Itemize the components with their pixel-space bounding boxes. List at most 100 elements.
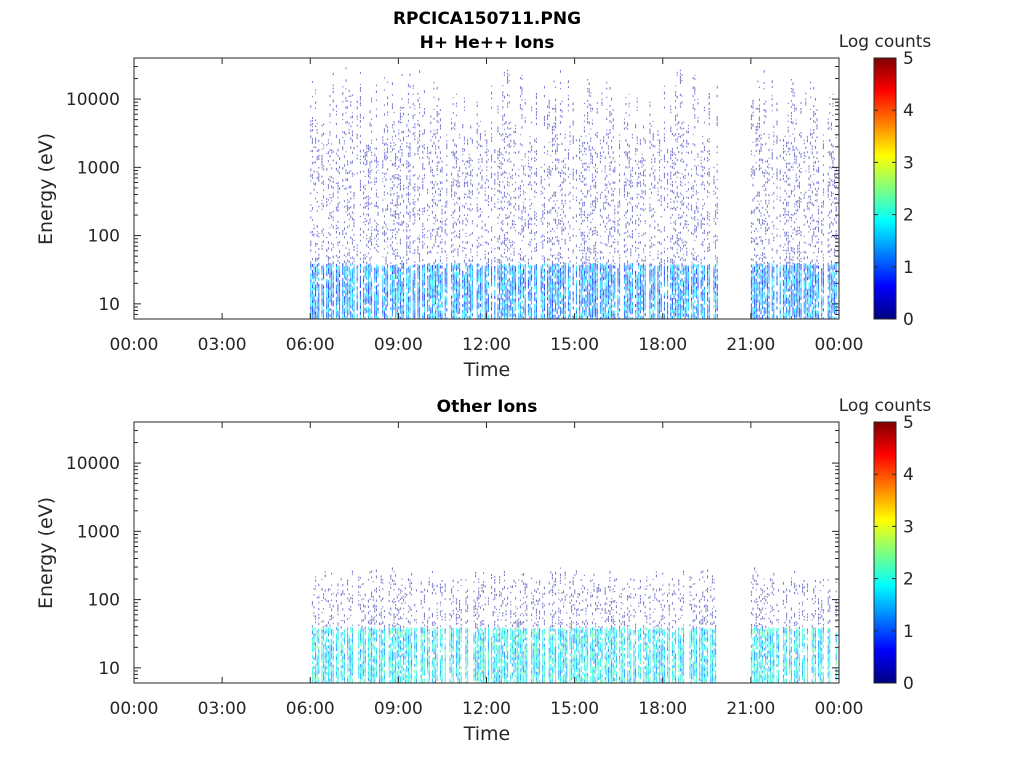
spectrogram-cell	[503, 311, 505, 315]
spectrogram-cell	[529, 283, 531, 287]
spectrogram-cell	[515, 277, 517, 281]
spectrogram-cell	[527, 270, 529, 274]
spectrogram-cell	[463, 97, 465, 99]
spectrogram-cell	[353, 317, 355, 319]
spectrogram-cell	[436, 285, 438, 288]
spectrogram-cell	[531, 202, 533, 205]
spectrogram-cell	[396, 315, 398, 319]
spectrogram-cell	[427, 155, 429, 159]
spectrogram-cell	[484, 283, 486, 287]
spectrogram-cell	[438, 274, 440, 278]
spectrogram-cell	[351, 229, 353, 231]
spectrogram-cell	[507, 294, 509, 298]
spectrogram-cell	[441, 211, 443, 215]
spectrogram-cell	[398, 228, 400, 231]
spectrogram-cell	[548, 300, 550, 304]
spectrogram-cell	[318, 301, 320, 305]
spectrogram-cell	[436, 264, 438, 267]
spectrogram-cell	[439, 136, 441, 139]
spectrogram-cell	[337, 280, 339, 284]
spectrogram-cell	[465, 241, 467, 244]
spectrogram-cell	[593, 244, 595, 248]
spectrogram-cell	[588, 304, 590, 308]
spectrogram-cell	[382, 301, 384, 305]
spectrogram-cell	[481, 298, 483, 302]
spectrogram-cell	[326, 144, 328, 146]
spectrogram-cell	[364, 301, 366, 305]
spectrogram-cell	[423, 306, 425, 310]
spectrogram-cell	[521, 294, 523, 298]
spectrogram-cell	[519, 95, 521, 98]
spectrogram-cell	[583, 273, 585, 277]
spectrogram-cell	[387, 228, 389, 231]
spectrogram-cell	[503, 140, 505, 143]
spectrogram-cell	[555, 272, 557, 276]
spectrogram-cell	[471, 244, 473, 247]
spectrogram-cell	[502, 181, 504, 183]
spectrogram-cell	[327, 199, 329, 201]
spectrogram-cell	[559, 82, 561, 84]
spectrogram-cell	[510, 196, 512, 200]
spectrogram-cell	[465, 166, 467, 170]
spectrogram-cell	[441, 166, 443, 170]
spectrogram-cell	[585, 195, 587, 198]
spectrogram-cell	[497, 276, 499, 280]
spectrogram-cell	[435, 202, 437, 206]
spectrogram-cell	[412, 87, 414, 89]
spectrogram-cell	[579, 201, 581, 205]
spectrogram-cell	[431, 291, 433, 295]
spectrogram-cell	[555, 305, 557, 309]
spectrogram-cell	[435, 151, 437, 155]
spectrogram-cell	[559, 256, 561, 259]
spectrogram-cell	[343, 266, 345, 270]
spectrogram-cell	[585, 252, 587, 255]
spectrogram-cell	[471, 283, 473, 287]
spectrogram-cell	[582, 162, 584, 165]
spectrogram-cell	[371, 304, 373, 308]
spectrogram-cell	[540, 286, 542, 290]
spectrogram-cell	[593, 274, 595, 278]
spectrogram-cell	[412, 312, 414, 316]
spectrogram-cell	[556, 134, 558, 136]
spectrogram-cell	[436, 270, 438, 273]
spectrogram-cell	[459, 296, 461, 299]
spectrogram-cell	[455, 192, 457, 195]
spectrogram-cell	[441, 217, 443, 219]
spectrogram-cell	[508, 161, 510, 163]
spectrogram-cell	[347, 205, 349, 209]
spectrogram-cell	[348, 305, 350, 309]
spectrogram-cell	[377, 163, 379, 166]
spectrogram-cell	[407, 98, 409, 101]
spectrogram-cell	[412, 273, 414, 277]
spectrogram-cell	[433, 132, 435, 136]
spectrogram-cell	[510, 202, 512, 206]
spectrogram-cell	[543, 262, 545, 266]
spectrogram-cell	[339, 166, 341, 169]
spectrogram-cell	[591, 158, 593, 161]
spectrogram-cell	[547, 273, 549, 277]
spectrogram-cell	[535, 114, 537, 116]
spectrogram-cell	[553, 206, 555, 210]
spectrogram-cell	[540, 274, 542, 278]
spectrogram-cell	[457, 272, 459, 276]
spectrogram-cell	[342, 278, 344, 282]
spectrogram-cell	[431, 144, 433, 148]
spectrogram-cell	[395, 276, 397, 279]
spectrogram-cell	[399, 223, 401, 226]
spectrogram-cell	[555, 194, 557, 197]
spectrogram-cell	[521, 240, 523, 242]
spectrogram-cell	[548, 237, 550, 240]
spectrogram-cell	[583, 297, 585, 301]
spectrogram-cell	[503, 170, 505, 174]
spectrogram-cell	[531, 274, 533, 278]
spectrogram-cell	[524, 174, 526, 176]
spectrogram-cell	[588, 238, 590, 240]
spectrogram-cell	[555, 98, 557, 101]
spectrogram-cell	[579, 147, 581, 150]
spectrogram-cell	[542, 285, 544, 289]
spectrogram-cell	[551, 296, 553, 300]
spectrogram-cell	[399, 286, 401, 290]
spectrogram-cell	[385, 259, 387, 262]
spectrogram-cell	[524, 270, 526, 274]
spectrogram-cell	[551, 167, 553, 170]
